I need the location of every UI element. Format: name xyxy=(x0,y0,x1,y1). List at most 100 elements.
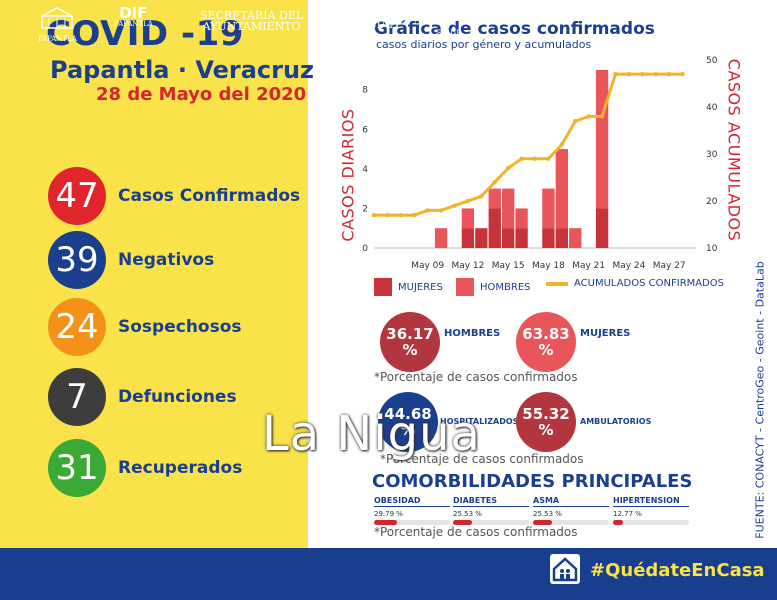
point-acumulados xyxy=(532,156,538,161)
stat-suspected: 24 Sospechosos xyxy=(48,298,242,356)
stat-suspected-label: Sospechosos xyxy=(118,317,242,337)
legend-hombres: HOMBRES xyxy=(456,278,531,296)
dif-logo: DIF PAPANTLA xyxy=(114,4,153,30)
bar-mujeres xyxy=(515,228,528,248)
comorbidity-bar xyxy=(453,520,529,525)
point-acumulados xyxy=(371,212,377,218)
point-acumulados xyxy=(653,71,658,77)
comorbidity-name: DIABETES xyxy=(453,496,529,507)
comorbidity-bar-fill xyxy=(374,520,397,525)
point-acumulados xyxy=(559,142,565,147)
secretaria-line2: AYUNTAMIENTO xyxy=(202,20,301,33)
legend-acumulados: ACUMULADOS CONFIRMADOS xyxy=(546,278,724,289)
x-tick-label: May 27 xyxy=(653,261,686,271)
hosp-pct-value: 44.68 xyxy=(384,405,432,423)
mujeres-pct-sign: % xyxy=(538,341,554,359)
x-tick-label: May 18 xyxy=(532,261,565,271)
point-acumulados xyxy=(465,198,471,204)
bar-mujeres xyxy=(595,208,609,248)
point-acumulados xyxy=(546,156,551,161)
bar-hombres xyxy=(434,228,448,248)
salud-logo: SALUD xyxy=(436,8,462,39)
point-acumulados xyxy=(640,71,645,77)
legend-acumulados-swatch xyxy=(546,281,568,286)
stat-recovered: 31 Recuperados xyxy=(48,439,242,497)
stat-suspected-value: 24 xyxy=(48,298,106,356)
secretaria-logo: SECRETARÍA DEL AYUNTAMIENTO xyxy=(200,10,303,32)
stat-deaths-value: 7 xyxy=(48,368,106,426)
comorbidity-bar-fill xyxy=(453,520,473,525)
legend-hombres-label: HOMBRES xyxy=(480,281,531,293)
point-acumulados xyxy=(573,118,578,124)
point-acumulados xyxy=(479,194,484,199)
hosp-pct-circle: 44.68% xyxy=(378,392,438,452)
amb-pct-label: AMBULATORIOS xyxy=(580,417,652,426)
papantla-logo: PAPANTLA xyxy=(38,6,77,45)
right-tick-label: 30 xyxy=(706,150,718,160)
hosp-pct-sign: % xyxy=(400,421,416,439)
secretaria-line1: SECRETARÍA DEL xyxy=(200,9,304,22)
palace-icon xyxy=(41,7,74,29)
chart-title: Gráfica de casos confirmados xyxy=(374,19,655,39)
mujeres-pct-label: MUJERES xyxy=(580,328,631,339)
report-date: 28 de Mayo del 2020 xyxy=(96,84,307,105)
bar-mujeres xyxy=(475,228,488,248)
amb-pct-sign: % xyxy=(538,421,554,439)
page-title: COVID -19 xyxy=(46,14,244,54)
dif-logo-text: DIF xyxy=(119,4,148,22)
point-acumulados xyxy=(492,180,497,185)
left-tick-label: 8 xyxy=(362,86,368,96)
point-acumulados xyxy=(680,71,685,77)
comorbidity-pct: 29.79 % xyxy=(374,510,403,518)
salud-icon xyxy=(441,8,457,24)
gender-note: *Porcentaje de casos confirmados xyxy=(374,370,578,384)
comorbidity-pct: 25.53 % xyxy=(533,510,562,518)
legend-mujeres-label: MUJERES xyxy=(398,281,443,293)
point-acumulados xyxy=(438,208,444,213)
mujeres-pct-value: 63.83 xyxy=(522,325,570,343)
x-tick-label: May 15 xyxy=(492,261,525,271)
bar-mujeres xyxy=(461,228,475,248)
right-tick-label: 50 xyxy=(706,56,718,66)
hombres-pct-label: HOMBRES xyxy=(444,328,501,339)
stat-negative: 39 Negativos xyxy=(48,231,214,289)
x-tick-label: May 09 xyxy=(411,261,444,271)
point-acumulados xyxy=(519,156,524,161)
stat-confirmed-value: 47 xyxy=(48,167,106,225)
x-tick-label: May 21 xyxy=(572,261,605,271)
bar-hombres xyxy=(542,188,555,229)
legend-hombres-swatch xyxy=(456,278,474,296)
bar-hombres xyxy=(595,69,609,209)
stat-deaths: 7 Defunciones xyxy=(48,368,237,426)
stat-confirmed: 47 Casos Confirmados xyxy=(48,167,300,225)
legend-acumulados-label: ACUMULADOS CONFIRMADOS xyxy=(574,278,725,289)
bar-hombres xyxy=(488,188,501,209)
point-acumulados xyxy=(599,114,605,119)
point-acumulados xyxy=(666,71,672,77)
care-note: *Porcentaje de casos confirmados xyxy=(380,452,584,466)
hombres-pct-circle: 36.17% xyxy=(380,312,440,372)
watermark-text: La Nigua xyxy=(262,406,481,462)
point-acumulados xyxy=(412,212,417,218)
bar-hombres xyxy=(555,149,569,229)
comunicacion-line1: COMUNICACIÓN xyxy=(324,7,424,20)
point-acumulados xyxy=(452,203,457,208)
papantla-logo-text: PAPANTLA xyxy=(38,35,77,43)
chart-subtitle: casos diarios por género y acumulados xyxy=(376,38,592,51)
comorbidity-asma: ASMA 25.53 % xyxy=(533,496,609,525)
hombres-pct-value: 36.17 xyxy=(386,325,434,343)
amb-pct-circle: 55.32% xyxy=(516,392,576,452)
point-acumulados xyxy=(385,212,390,218)
stat-negative-label: Negativos xyxy=(118,250,215,270)
x-tick-label: May 24 xyxy=(612,261,645,271)
point-acumulados xyxy=(398,212,404,218)
legend-mujeres-swatch xyxy=(374,278,392,296)
comorbidity-pct: 12.77 % xyxy=(613,510,642,518)
bar-mujeres xyxy=(488,208,501,248)
comorbidity-obesidad: OBESIDAD 29.79 % xyxy=(374,496,450,525)
left-tick-label: 6 xyxy=(362,125,368,135)
amb-pct-value: 55.32 xyxy=(522,405,570,423)
stat-recovered-label: Recuperados xyxy=(118,458,243,478)
stat-confirmed-label: Casos Confirmados xyxy=(118,186,301,206)
